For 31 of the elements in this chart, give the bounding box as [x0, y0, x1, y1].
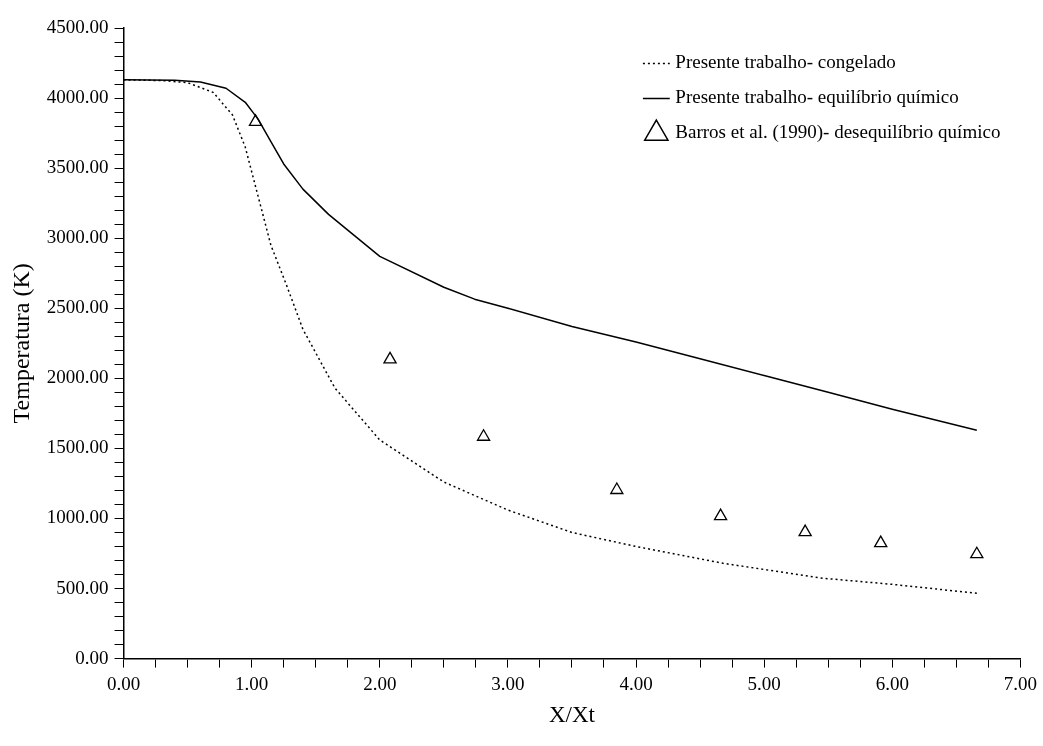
point	[713, 508, 728, 521]
point	[970, 546, 984, 559]
x-tick-label: 2.00	[363, 672, 397, 694]
point	[610, 482, 624, 495]
x-tick-label: 6.00	[875, 672, 909, 694]
point	[248, 114, 263, 127]
y-tick-label: 1500.00	[46, 436, 109, 458]
x-tick-label: 0.00	[106, 672, 141, 694]
point	[874, 535, 888, 548]
x-tick-label: 3.00	[491, 672, 525, 694]
point	[798, 524, 812, 537]
legend-label: Barros et al. (1990)- desequilíbrio químico	[675, 121, 1001, 144]
x-tick-label: 4.00	[619, 672, 653, 694]
x-axis-title: X/Xt	[548, 702, 596, 728]
legend-label: Presente trabalho- congelado	[675, 51, 896, 73]
legend-label: Presente trabalho- equilíbrio químico	[675, 86, 959, 108]
y-tick-label: 1000.00	[46, 506, 109, 528]
y-tick-label: 4000.00	[46, 86, 109, 108]
y-tick-label: 4500.00	[46, 15, 109, 37]
x-tick-label: 5.00	[747, 672, 781, 694]
y-axis-title: Temperatura (K)	[7, 263, 34, 424]
point	[383, 351, 397, 364]
y-tick-label: 0.00	[75, 646, 109, 668]
x-tick-label: 7.00	[1003, 672, 1037, 694]
y-tick-label: 3000.00	[46, 226, 109, 248]
x-tick-label: 1.00	[235, 672, 269, 694]
y-tick-label: 3500.00	[46, 156, 109, 178]
point	[476, 429, 491, 441]
y-tick-label: 2000.00	[46, 366, 109, 388]
y-tick-label: 2500.00	[46, 296, 109, 318]
y-tick-label: 500.00	[56, 576, 109, 598]
